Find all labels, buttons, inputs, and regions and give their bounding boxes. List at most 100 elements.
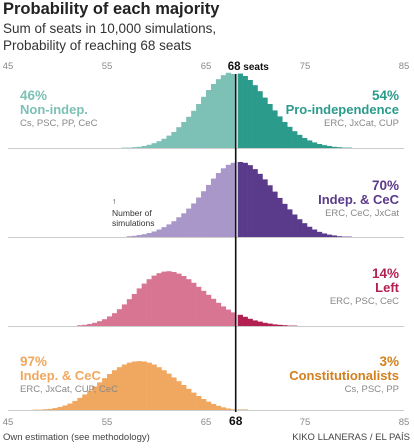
- histogram-bar-below-threshold: [166, 373, 172, 410]
- histogram-bar-below-threshold: [111, 313, 118, 326]
- right-group-name: Left: [375, 280, 400, 295]
- histogram-bar-below-threshold: [47, 408, 53, 410]
- histogram-bar-below-threshold: [225, 309, 232, 326]
- right-group-name: Pro-independence: [286, 102, 399, 117]
- histogram-bar-below-threshold: [171, 377, 177, 410]
- histogram-bar-above-threshold: [272, 191, 278, 237]
- histogram-bar-below-threshold: [87, 324, 93, 326]
- histogram-bar-below-threshold: [220, 75, 227, 148]
- histogram-bar-above-threshold: [242, 316, 248, 326]
- histogram-bar-below-threshold: [131, 235, 137, 237]
- histogram-bar-below-threshold: [230, 162, 236, 237]
- histogram-bar-below-threshold: [230, 409, 236, 410]
- histogram-bar-above-threshold: [257, 173, 263, 237]
- left-parties: ERC, JxCat, CUP, CeC: [20, 384, 118, 395]
- x-tick-label-bottom: 85: [399, 417, 410, 428]
- histogram-bar-below-threshold: [206, 90, 212, 148]
- histogram-bar-below-threshold: [82, 394, 88, 410]
- histogram-bar-above-threshold: [242, 162, 248, 237]
- histogram-bar-below-threshold: [141, 234, 147, 237]
- histogram-bar-above-threshold: [287, 209, 293, 237]
- x-tick-label-top: 45: [3, 61, 14, 72]
- histogram-bar-above-threshold: [321, 233, 328, 237]
- histogram-bar-below-threshold: [181, 213, 187, 237]
- histogram-bar-above-threshold: [267, 323, 273, 326]
- threshold-unit: seats: [240, 62, 269, 73]
- histogram-bar-below-threshold: [156, 273, 162, 326]
- histogram-bar-below-threshold: [191, 203, 197, 237]
- histogram-bar-below-threshold: [206, 184, 212, 237]
- histogram-bar-above-threshold: [292, 131, 298, 148]
- left-group-name: Non-indep.: [20, 102, 88, 117]
- histogram-bar-above-threshold: [242, 76, 248, 148]
- histogram-bar-below-threshold: [171, 221, 177, 237]
- footnote: Own estimation (see methodology): [3, 432, 150, 443]
- histogram-bar-above-threshold: [307, 140, 313, 148]
- histogram-bar-below-threshold: [92, 386, 98, 410]
- histogram-bar-above-threshold: [336, 147, 342, 148]
- histogram-bar-below-threshold: [206, 294, 212, 326]
- histogram-bar-below-threshold: [126, 236, 133, 237]
- histogram-bar-below-threshold: [225, 72, 232, 148]
- histogram-bar-above-threshold: [316, 144, 323, 148]
- x-tick-label-bottom: 65: [201, 417, 212, 428]
- histogram-bar-below-threshold: [42, 409, 48, 410]
- histogram-bar-above-threshold: [326, 234, 333, 237]
- histogram-bar-below-threshold: [166, 224, 172, 237]
- right-parties: ERC, JxCat, CUP: [324, 118, 399, 129]
- histogram-bar-below-threshold: [186, 208, 192, 237]
- histogram-bar-below-threshold: [181, 384, 187, 410]
- histogram-bar-below-threshold: [146, 279, 152, 326]
- histogram-bar-below-threshold: [131, 361, 137, 410]
- histogram-bar-below-threshold: [196, 286, 202, 326]
- left-parties: Cs, PSC, PP, CeC: [20, 118, 98, 129]
- histogram-bar-below-threshold: [171, 272, 177, 326]
- histogram-bar-below-threshold: [77, 397, 83, 410]
- histogram-bar-below-threshold: [161, 271, 167, 326]
- threshold-label-top: 68 seats: [228, 61, 270, 73]
- histogram-bar-above-threshold: [277, 324, 283, 326]
- histogram-bar-above-threshold: [252, 320, 258, 326]
- histogram-bar-below-threshold: [230, 74, 236, 148]
- right-parties: ERC, CeC, JxCat: [325, 208, 399, 219]
- histogram-bar-above-threshold: [267, 185, 273, 237]
- histogram-bar-above-threshold: [311, 142, 318, 148]
- threshold-value: 68: [228, 61, 241, 73]
- histogram-bar-above-threshold: [247, 165, 253, 237]
- histogram-bar-below-threshold: [57, 406, 63, 410]
- histogram-bar-below-threshold: [72, 400, 78, 410]
- histogram-bar-below-threshold: [121, 304, 128, 326]
- histogram-bar-below-threshold: [111, 370, 118, 410]
- histogram-bar-above-threshold: [237, 162, 243, 237]
- histogram-bar-below-threshold: [196, 104, 202, 148]
- histogram-bar-below-threshold: [62, 405, 68, 410]
- histogram-bar-below-threshold: [201, 399, 207, 410]
- histogram-bar-above-threshold: [237, 314, 243, 326]
- histogram-bar-below-threshold: [136, 361, 142, 410]
- histogram-bar-below-threshold: [52, 408, 58, 410]
- right-probability: 54%: [372, 88, 399, 103]
- histogram-bar-above-threshold: [267, 104, 273, 148]
- histogram-bar-below-threshold: [161, 138, 167, 148]
- histogram-bar-below-threshold: [215, 302, 222, 326]
- histogram-bar-below-threshold: [220, 168, 227, 237]
- right-probability: 3%: [379, 354, 399, 369]
- right-probability: 14%: [372, 266, 399, 281]
- chart-title: Probability of each majority: [3, 0, 220, 18]
- histogram-bar-below-threshold: [151, 275, 157, 326]
- histogram-bar-below-threshold: [107, 374, 113, 410]
- histogram-bar-below-threshold: [97, 382, 103, 410]
- histogram-bar-below-threshold: [136, 288, 142, 326]
- histogram-bar-below-threshold: [151, 143, 157, 148]
- histogram-bar-below-threshold: [186, 279, 192, 326]
- histogram-bar-below-threshold: [225, 408, 232, 410]
- histogram-bar-above-threshold: [326, 146, 333, 148]
- histogram-bar-below-threshold: [201, 191, 207, 237]
- histogram-bar-below-threshold: [141, 146, 147, 148]
- annotation-line-1: Number of: [112, 208, 152, 218]
- histogram-bar-above-threshold: [297, 219, 303, 237]
- histogram-bar-below-threshold: [191, 110, 197, 148]
- histogram-bar-below-threshold: [230, 312, 236, 326]
- histogram-bar-below-threshold: [82, 324, 88, 326]
- histogram-bar-above-threshold: [282, 203, 288, 237]
